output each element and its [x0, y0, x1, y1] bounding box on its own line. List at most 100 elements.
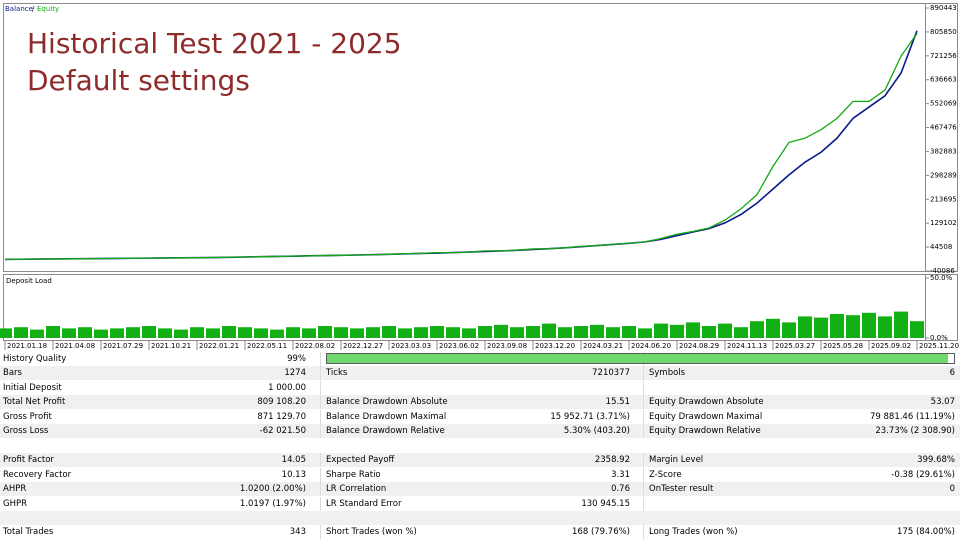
- column-separator: [320, 395, 321, 410]
- column-separator: [643, 525, 644, 540]
- column-separator: [320, 409, 321, 424]
- x-tick-label: 2023.12.20: [535, 342, 575, 350]
- column-separator: [320, 380, 321, 395]
- cell-value: 175 (84.00%): [897, 527, 955, 538]
- x-tick-label: 2022.12.27: [343, 342, 383, 350]
- cell-value: 7210377: [592, 368, 630, 379]
- load-bar: [750, 321, 764, 338]
- series-line: [4, 33, 918, 261]
- column-separator: [643, 424, 644, 439]
- load-bar: [142, 326, 156, 338]
- cell-label: Initial Deposit: [3, 382, 62, 393]
- load-bar: [14, 327, 28, 338]
- load-bar: [862, 312, 876, 338]
- column-separator: [643, 366, 644, 381]
- cell-value: 3.31: [611, 469, 630, 480]
- cell-value: -0.38 (29.61%): [891, 469, 955, 480]
- legend-balance: Balance: [5, 5, 33, 13]
- cell-label: Expected Payoff: [326, 455, 395, 466]
- cell-label: Gross Profit: [3, 411, 52, 422]
- cell-value: 10.13: [281, 469, 306, 480]
- load-bar: [270, 329, 284, 338]
- cell-label: Ticks: [326, 368, 348, 379]
- cell-label: Balance Drawdown Absolute: [326, 397, 448, 408]
- cell-label: Bars: [3, 368, 22, 379]
- x-tick-label: 2021.01.18: [7, 342, 47, 350]
- column-separator: [643, 482, 644, 497]
- cell-label: History Quality: [3, 354, 67, 364]
- load-bar: [542, 323, 556, 338]
- cell-value: 99%: [287, 354, 306, 364]
- table-row: Initial Deposit 1 000.00: [0, 380, 960, 395]
- cell-label: Balance Drawdown Maximal: [326, 411, 447, 422]
- cell-label: LR Correlation: [326, 484, 387, 495]
- x-tick-label: 2023.03.03: [391, 342, 431, 350]
- table-row: Total Net Profit 809 108.20 Balance Drawdo…: [0, 395, 960, 410]
- chart: Balance / Equity Historical Test 2021 - …: [0, 3, 959, 350]
- load-bar: [318, 326, 332, 338]
- load-bar: [446, 327, 460, 338]
- table-row: Bars 1274 Ticks 7210377 Symbols 6: [0, 366, 960, 381]
- cell-value: -62 021.50: [259, 426, 306, 437]
- load-bar: [654, 323, 668, 338]
- load-bar: [478, 326, 492, 338]
- y-tick-label: 298289: [930, 171, 957, 179]
- main-panel: [3, 3, 958, 272]
- y-tick-label: 44508: [930, 243, 952, 251]
- cell-label: Equity Drawdown Relative: [649, 426, 761, 437]
- x-tick-label: 2024.03.21: [583, 342, 623, 350]
- annotation: Historical Test 2021 - 2025: [27, 27, 402, 60]
- load-bar: [62, 328, 76, 338]
- cell-value: 1.0200 (2.00%): [239, 484, 306, 495]
- load-bar: [494, 324, 508, 338]
- cell-value: 809 108.20: [257, 397, 306, 408]
- load-bar: [830, 314, 844, 338]
- x-tick-label: 2021.04.08: [55, 342, 95, 350]
- column-separator: [643, 496, 644, 511]
- results-table: History Quality 99% Bars 1274 Ticks 7210377 Sy…: [0, 352, 960, 540]
- cell-label: OnTester result: [649, 484, 714, 495]
- x-tick-label: 2021.07.29: [103, 342, 143, 350]
- load-bar: [286, 327, 300, 338]
- cell-value: 871 129.70: [257, 411, 306, 422]
- column-separator: [320, 467, 321, 482]
- table-row: AHPR 1.0200 (2.00%) LR Correlation 0.76 OnTe…: [0, 482, 960, 497]
- cell-label: Z-Score: [649, 469, 682, 480]
- x-tick-label: 2025.11.20: [919, 342, 959, 350]
- load-bar: [238, 327, 252, 338]
- x-tick-label: 2022.08.02: [295, 342, 335, 350]
- cell-label: Long Trades (won %): [649, 527, 738, 538]
- x-tick-label: 2025.05.28: [823, 342, 863, 350]
- cell-value: 1 000.00: [268, 382, 306, 393]
- column-separator: [643, 409, 644, 424]
- column-separator: [320, 352, 321, 366]
- load-bar: [574, 326, 588, 338]
- load-bar: [718, 323, 732, 338]
- y-tick-label: -40086: [930, 267, 955, 275]
- load-bar: [606, 327, 620, 338]
- annotation: Default settings: [27, 64, 250, 97]
- cell-label: Gross Loss: [3, 426, 49, 437]
- x-tick-label: 2022.01.21: [199, 342, 239, 350]
- y-tick-label: 552069: [930, 100, 957, 108]
- cell-value: 1.0197 (1.97%): [239, 498, 306, 509]
- cell-label: Equity Drawdown Absolute: [649, 397, 764, 408]
- load-bar: [686, 322, 700, 338]
- x-tick-label: 2024.08.29: [679, 342, 719, 350]
- cell-label: Short Trades (won %): [326, 527, 417, 538]
- table-row: Recovery Factor 10.13 Sharpe Ratio 3.31 Z-Sc…: [0, 467, 960, 482]
- cell-value: 15.51: [605, 397, 630, 408]
- load-bar: [462, 328, 476, 338]
- column-separator: [643, 467, 644, 482]
- y-tick-label: 213695: [930, 195, 957, 203]
- load-bar: [414, 327, 428, 338]
- table-row: GHPR 1.0197 (1.97%) LR Standard Error 130 9…: [0, 496, 960, 511]
- column-separator: [320, 482, 321, 497]
- load-bar: [910, 321, 924, 338]
- load-bar: [206, 328, 220, 338]
- cell-value: 2358.92: [594, 455, 630, 466]
- load-bar: [846, 315, 860, 338]
- x-tick-label: 2021.10.21: [151, 342, 191, 350]
- column-separator: [320, 366, 321, 381]
- load-bar: [366, 327, 380, 338]
